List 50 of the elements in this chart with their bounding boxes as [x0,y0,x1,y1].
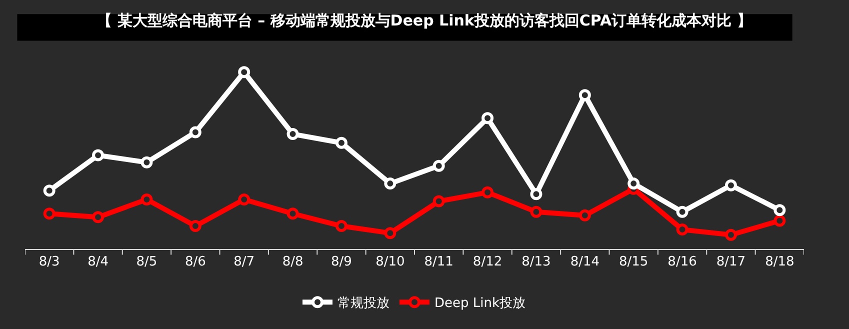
x-tick-label: 8/3 [38,254,60,270]
x-tick-label: 8/5 [136,254,158,270]
legend-label: Deep Link投放 [434,296,526,312]
point [286,128,299,140]
x-tick-label: 8/8 [282,254,304,270]
point [676,224,688,236]
x-tick-label: 8/13 [522,254,551,270]
x-tick-label: 8/14 [570,254,600,270]
point [432,195,445,208]
point [530,206,542,218]
point [724,228,737,241]
x-tick-label: 8/7 [234,254,255,270]
point [774,214,786,227]
x-tick-label: 8/9 [331,254,352,270]
point [238,193,250,206]
x-tick-label: 8/15 [618,254,648,270]
x-tick-label: 8/10 [376,254,405,270]
point [628,178,640,190]
point [335,220,348,232]
point [724,179,737,192]
point [482,186,494,198]
x-tick-label: 8/4 [88,254,108,270]
chart-title: 【 某大型综合电商平台 – 移动端常规投放与Deep Link投放的访客找回CPA订单转化成本对比 】 [97,11,752,30]
legend-label: 常规投放 [338,296,390,312]
x-tick-label: 8/12 [472,254,502,270]
point [384,227,396,240]
point [189,126,202,138]
point [676,206,688,218]
point [482,112,494,124]
point [43,184,56,197]
x-tick-label: 8/11 [424,254,454,270]
point [43,208,56,220]
point [238,66,250,78]
point [286,208,299,220]
point [140,193,153,206]
point [189,220,202,232]
point [578,209,591,222]
point [578,89,591,102]
point [774,204,786,216]
x-tick-label: 8/6 [184,254,206,270]
point [92,149,104,162]
x-tick-label: 8/16 [668,254,697,270]
x-tick-label: 8/17 [716,254,746,270]
point [335,136,348,149]
point [432,160,445,172]
point [530,188,542,200]
point [140,156,153,168]
point [92,211,104,224]
point [384,178,396,190]
x-tick-label: 8/18 [765,254,794,270]
